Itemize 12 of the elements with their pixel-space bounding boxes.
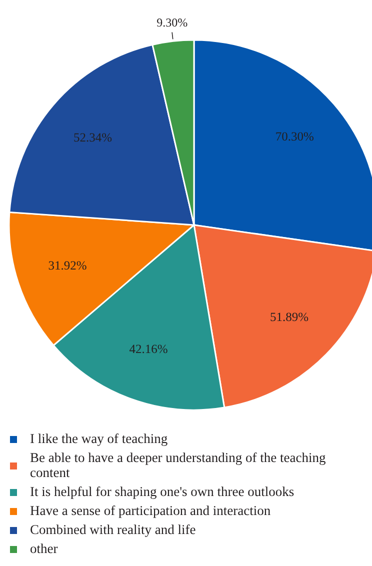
legend-label: Be able to have a deeper understanding of the teaching content [30, 450, 326, 480]
data-label: 70.30% [275, 130, 314, 144]
legend-label: Combined with reality and life [30, 522, 196, 538]
legend-label: other [30, 541, 58, 556]
legend-label: It is helpful for shaping one's own three outlooks [30, 484, 294, 500]
data-label: 9.30% [156, 15, 188, 30]
data-label: 52.34% [73, 130, 112, 144]
data-label: 42.16% [129, 342, 168, 356]
data-label: 31.92% [48, 258, 87, 273]
data-label: 51.89% [270, 310, 309, 324]
legend-label: I like the way of teaching [30, 431, 168, 446]
legend-label: Have a sense of participation and interaction [30, 503, 271, 518]
